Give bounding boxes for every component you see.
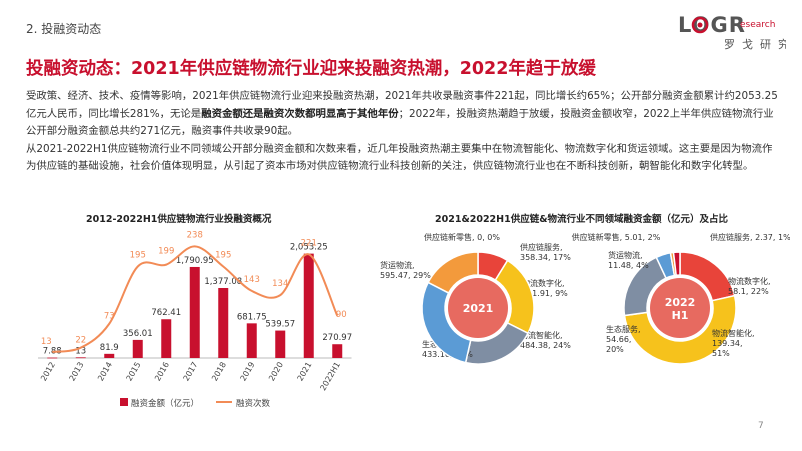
count-label-2015: 195 (130, 251, 146, 261)
count-label-2020: 134 (272, 279, 288, 289)
x-tick-2022H1: 2022H1 (318, 361, 342, 393)
count-label-2019: 143 (244, 275, 260, 285)
count-label-2021: 221 (301, 238, 317, 248)
donut-0-center (448, 278, 508, 338)
amount-label-2019: 681.75 (237, 312, 267, 322)
amount-bar-2016 (161, 319, 172, 358)
x-tick-2019: 2019 (239, 361, 257, 383)
x-tick-2012: 2012 (39, 361, 57, 383)
legend-line-label: 融资次数 (236, 398, 271, 409)
x-tick-2020: 2020 (267, 361, 285, 383)
amount-bar-2017 (189, 266, 200, 358)
donut-1-center-label: 2022 H1 (665, 296, 696, 322)
paragraph-1-part-2: ；2022年，投融资热潮趋于放缓，投融资金额收窄，2022上半年供应链物流行业公… (26, 107, 774, 138)
donut-1-slice-供应链新零售 (672, 251, 681, 277)
page-number: 7 (758, 421, 764, 431)
amount-label-2018: 1,377.08 (204, 277, 242, 287)
amount-bar-2019 (246, 323, 257, 358)
donut-0-center-label: 2021 (463, 302, 494, 315)
amount-bar-2018 (218, 287, 229, 358)
legend-bar-label: 融资金额（亿元） (131, 398, 199, 409)
donut-0-label-供应链服务: 供应链服务, 358.34, 17% (520, 242, 571, 262)
donut-1-label-物流数字化: 物流数字化, 58.1, 22% (728, 276, 771, 296)
amount-bar-2014 (104, 353, 115, 358)
svg-text:esearch: esearch (740, 20, 775, 30)
count-label-2017: 238 (187, 230, 203, 240)
donut-0-label-供应链新零售: 供应链新零售, 0, 0% (424, 232, 500, 242)
paragraph-1-bold: 融资金额还是融资次数都明显高于其他年份 (201, 107, 399, 120)
amount-bar-2020 (275, 330, 286, 358)
donut-0-label-货运物流: 货运物流, 595.47, 29% (380, 260, 431, 280)
amount-bar-2013 (75, 357, 86, 359)
amount-label-2017: 1,790.95 (176, 256, 214, 266)
donut-0-slice-供应链服务 (427, 251, 479, 294)
legend-bar-swatch (120, 398, 128, 406)
x-tick-2016: 2016 (153, 361, 171, 383)
donut-1-center (650, 278, 710, 338)
donut-0-label-物流数字化: 物流数字化, 181.91, 9% (522, 278, 568, 298)
x-tick-2013: 2013 (68, 361, 86, 383)
count-label-2012: 13 (41, 337, 52, 347)
logr-logo: LOGR esearch 罗戈研究 (676, 12, 789, 54)
amount-label-2016: 762.41 (151, 308, 181, 318)
amount-bar-2012 (47, 357, 58, 359)
paragraph-1: 受政策、经济、技术、疫情等影响，2021年供应链物流行业迎来投融资热潮，2021… (26, 90, 778, 137)
headline: 投融资动态：2021年供应链物流行业迎来投融资热潮，2022年趋于放缓 (26, 59, 596, 79)
paragraph-2: 从2021-2022H1供应链物流行业不同领域公开部分融资金额和次数来看，近几年… (26, 142, 773, 173)
donut-1-label-货运物流: 货运物流, 11.48, 4% (608, 250, 649, 270)
amount-bar-2022H1 (332, 344, 343, 358)
x-tick-2021: 2021 (296, 361, 314, 383)
donut-0-label-物流智能化: 物流智能化, 484.38, 24% (520, 330, 571, 350)
amount-label-2020: 539.57 (265, 320, 295, 330)
financing-overview-chart: 7.88 13 81.9356.01762.411,790.951,377.0868… (38, 230, 352, 409)
sector-financing-donuts: 物流数字化,181.91, 9%物流智能化,484.38, 24%生态服务,43… (380, 232, 790, 365)
donut-1-label-生态服务: 生态服务, 54.66, 20% (606, 324, 641, 354)
paragraph-1-part-1: 受政策、经济、技术、疫情等影响，2021年供应链物流行业迎来投融资热潮，2021… (26, 90, 778, 120)
amount-label-2013: 13 (75, 346, 86, 356)
donut-1-slice-物流智能化 (623, 294, 737, 365)
svg-text:罗戈研究: 罗戈研究 (724, 37, 786, 51)
count-label-2016: 199 (158, 247, 174, 257)
count-label-2013: 22 (75, 336, 86, 346)
amount-label-2014: 81.9 (100, 343, 119, 353)
count-label-2018: 195 (215, 251, 231, 261)
donut-1-label-供应链服务: 供应链服务, 2.37, 1% (710, 232, 790, 242)
x-tick-2014: 2014 (96, 361, 114, 383)
logr-logo-mark: LOGR esearch 罗戈研究 (678, 13, 789, 51)
count-line (52, 245, 339, 353)
section-label: 2. 投融资动态 (26, 22, 102, 36)
x-tick-2015: 2015 (125, 361, 143, 383)
bar-chart-title: 2012-2022H1供应链物流行业投融资概况 (86, 214, 272, 225)
x-tick-2018: 2018 (210, 361, 228, 383)
body-text: 受政策、经济、技术、疫情等影响，2021年供应链物流行业迎来投融资热潮，2021… (26, 88, 778, 176)
count-label-2014: 73 (104, 312, 115, 322)
amount-label-2015: 356.01 (123, 329, 153, 339)
svg-text:LOGR: LOGR (678, 13, 746, 37)
donut-1-label-供应链新零售: 供应链新零售, 5.01, 2% (572, 232, 661, 242)
donut-chart-title: 2021&2022H1供应链&物流行业不同领域融资金额（亿元）及占比 (435, 214, 729, 225)
amount-bar-2015 (132, 339, 143, 358)
count-label-2022H1: 90 (336, 310, 347, 320)
amount-label-2022H1: 270.97 (322, 333, 352, 343)
x-tick-2017: 2017 (182, 361, 200, 383)
donut-1-label-物流智能化: 物流智能化, 139.34, 51% (712, 328, 755, 358)
amount-bar-2021 (303, 253, 314, 358)
amount-label-2021: 2,053.25 (290, 243, 328, 253)
